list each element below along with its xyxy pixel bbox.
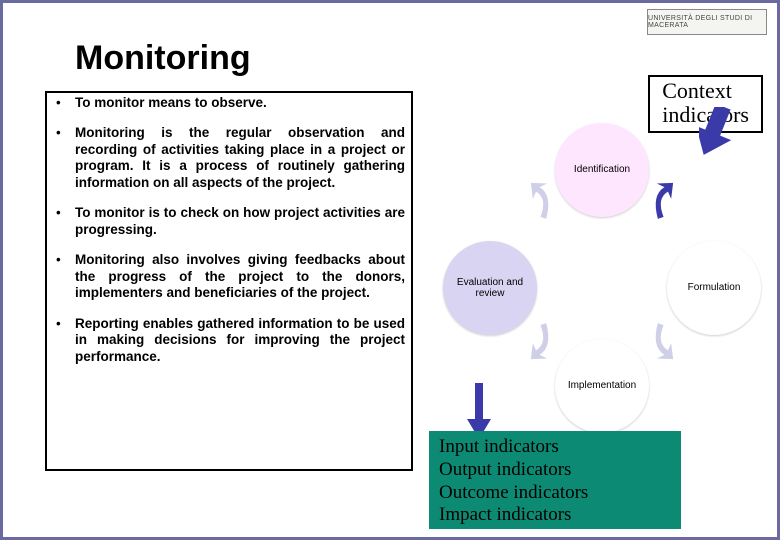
- indicator-line: Input indicators: [439, 436, 671, 459]
- context-line: Context: [662, 79, 749, 103]
- bullet-item: Reporting enables gathered information t…: [53, 316, 405, 365]
- indicator-line: Output indicators: [439, 459, 671, 482]
- cycle-node-label: Implementation: [568, 380, 636, 392]
- cycle-node-formulation: Formulation: [667, 241, 761, 335]
- page-title: Monitoring: [75, 39, 251, 78]
- cycle-node-label: Identification: [574, 164, 630, 176]
- indicator-line: Impact indicators: [439, 504, 671, 527]
- cycle-node-label: Formulation: [688, 282, 741, 294]
- indicator-line: Outcome indicators: [439, 482, 671, 505]
- bullet-item: Monitoring also involves giving feedback…: [53, 252, 405, 301]
- bullet-item: To monitor is to check on how project ac…: [53, 205, 405, 238]
- cycle-node-implementation: Implementation: [555, 339, 649, 433]
- project-cycle-diagram: Identification Formulation Implementatio…: [443, 123, 763, 403]
- cycle-node-identification: Identification: [555, 123, 649, 217]
- bullets-list: To monitor means to observe. Monitoring …: [53, 95, 405, 379]
- bullet-item: To monitor means to observe.: [53, 95, 405, 111]
- university-logo: UNIVERSITÀ DEGLI STUDI DI MACERATA: [647, 9, 767, 35]
- cycle-node-label: Evaluation and review: [457, 277, 523, 300]
- bullet-item: Monitoring is the regular observation an…: [53, 125, 405, 191]
- cycle-node-evaluation: Evaluation and review: [443, 241, 537, 335]
- callout-arrow-icon: [699, 107, 743, 159]
- indicators-box: Input indicators Output indicators Outco…: [429, 431, 681, 529]
